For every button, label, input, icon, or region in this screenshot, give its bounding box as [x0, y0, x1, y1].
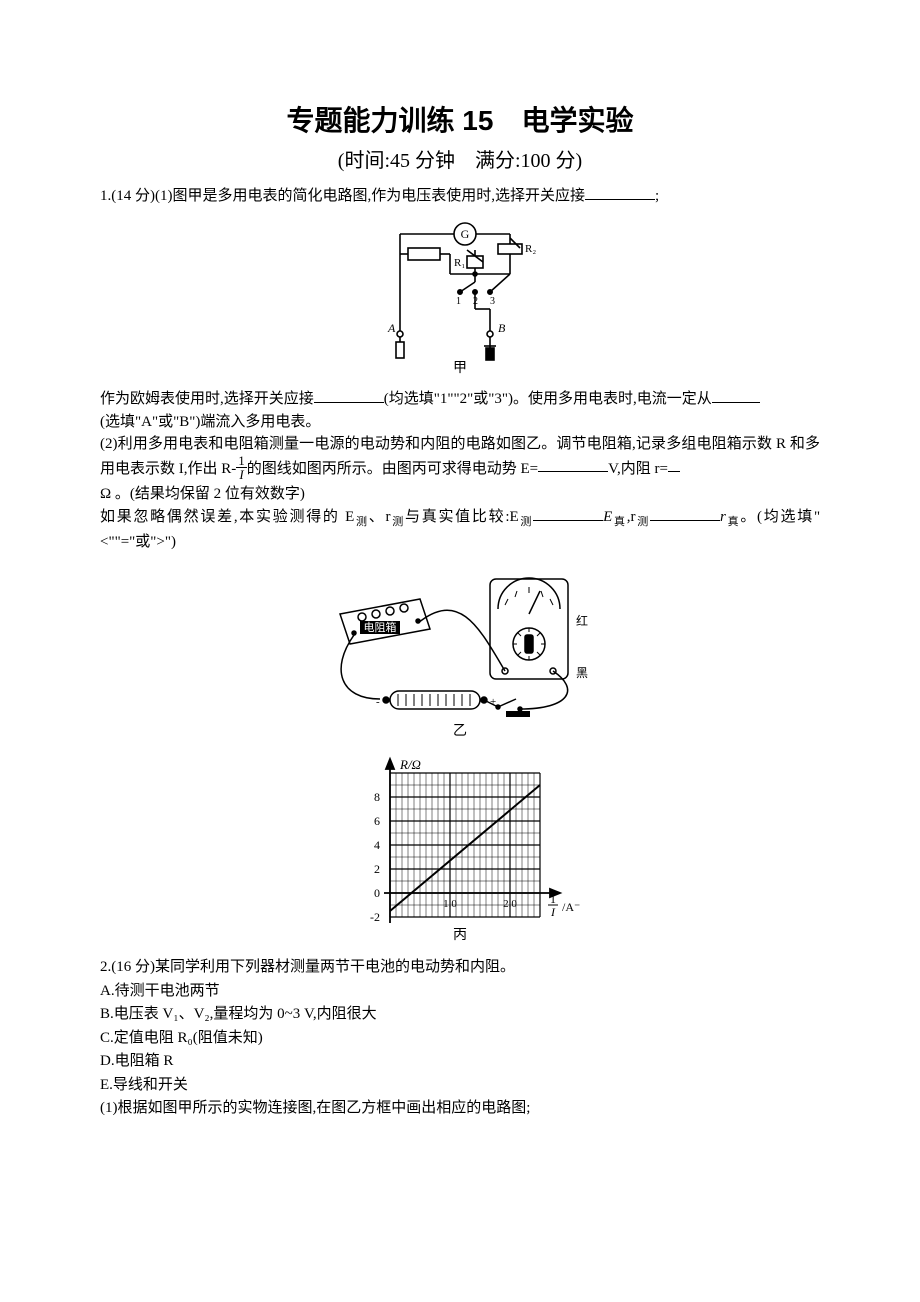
question-1: 1.(14 分)(1)图甲是多用电表的简化电路图,作为电压表使用时,选择开关应接… [100, 184, 820, 208]
text: E [603, 509, 612, 525]
text: ,r [627, 509, 636, 525]
sub: 真 [726, 516, 740, 528]
black-label: 黑 [576, 666, 588, 680]
xt2: 2.0 [503, 898, 517, 910]
yt4: 4 [374, 838, 380, 852]
item-a: A.待测干电池两节 [100, 980, 820, 1003]
q1-line2: 作为欧姆表使用时,选择开关应接 (均选填"1""2"或"3")。使用多用电表时,电… [100, 387, 820, 411]
page-subtitle: (时间:45 分钟 满分:100 分) [100, 146, 820, 176]
xlabel-unit: /A⁻¹ [562, 900, 580, 914]
figure-jia: G R₂ R₁ 1 2 3 A B 甲 [100, 214, 820, 382]
item-d: D.电阻箱 R [100, 1050, 820, 1073]
sub: 测 [519, 516, 533, 528]
text: 、r [369, 509, 391, 525]
fraction-1-over-I: 1I [236, 454, 247, 481]
item-b: B.电压表 V₁、V₂,量程均为 0~3 V,内阻很大 [100, 1003, 820, 1026]
sub: 测 [636, 516, 650, 528]
g-label: G [461, 227, 470, 241]
box-label: 电阻箱 [364, 620, 397, 634]
r1-label: R₁ [454, 257, 465, 269]
ylabel: R/Ω [399, 757, 421, 772]
q1-p1-head: 1.(14 分)(1)图甲是多用电表的简化电路图,作为电压表使用时,选择开关应接 [100, 188, 585, 204]
blank [314, 387, 384, 403]
question-2: 2.(16 分)某同学利用下列器材测量两节干电池的电动势和内阻。 [100, 956, 820, 979]
pos3: 3 [490, 296, 495, 307]
blank [712, 387, 760, 403]
item-c: C.定值电阻 R₀(阻值未知) [100, 1027, 820, 1050]
text: 的图线如图丙所示。由图丙可求得电动势 E= [247, 460, 538, 476]
text: 如果忽略偶然误差,本实验测得的 E [100, 509, 354, 525]
xlabel-num: 1 [550, 892, 556, 906]
b-label: B [498, 321, 506, 335]
q1-part2d: Ω 。(结果均保留 2 位有效数字) [100, 483, 820, 506]
blank [668, 456, 680, 472]
q1-line3: (选填"A"或"B")端流入多用电表。 [100, 411, 820, 434]
text: 作为欧姆表使用时,选择开关应接 [100, 391, 314, 407]
pos1: 1 [456, 296, 461, 307]
q1-p1-tail: ; [655, 188, 659, 204]
a-label: A [387, 321, 396, 335]
figure-bing: R/Ω 8 6 4 2 0 -2 1.0 2.0 1 I /A⁻¹ 丙 [100, 753, 820, 951]
fig-jia-cap: 甲 [453, 361, 467, 374]
q1-part2: (2)利用多用电表和电阻箱测量一电源的电动势和内阻的电路如图乙。调节电阻箱,记录… [100, 433, 820, 483]
blank [650, 505, 720, 521]
yt6: 6 [374, 814, 380, 828]
yt8: 8 [374, 790, 380, 804]
fig-bing-cap: 丙 [453, 928, 467, 943]
yt2: 2 [374, 862, 380, 876]
blank [585, 184, 655, 200]
q2-items: A.待测干电池两节 B.电压表 V₁、V₂,量程均为 0~3 V,内阻很大 C.… [100, 980, 820, 1097]
text: 与真实值比较:E [405, 509, 519, 525]
blank [533, 505, 603, 521]
red-label: 红 [576, 613, 588, 628]
xt1: 1.0 [443, 898, 457, 910]
pos2: 2 [473, 296, 478, 307]
figure-yi: - + 电阻箱 红 黑 乙 [100, 559, 820, 747]
item-e: E.导线和开关 [100, 1074, 820, 1097]
text: V,内阻 r= [608, 460, 668, 476]
r2-label: R₂ [525, 243, 536, 255]
q2-sub1: (1)根据如图甲所示的实物连接图,在图乙方框中画出相应的电路图; [100, 1097, 820, 1120]
sub: 测 [391, 516, 405, 528]
q1-line5: 如果忽略偶然误差,本实验测得的 E测、r测与真实值比较:E测E真,r测r真。(均… [100, 505, 820, 553]
svg-text:-: - [376, 696, 380, 708]
blank [538, 456, 608, 472]
text: (均选填"1""2"或"3")。使用多用电表时,电流一定从 [384, 391, 712, 407]
ytm2: -2 [370, 910, 380, 924]
xlabel-den: I [550, 905, 556, 919]
sub: 测 [354, 516, 368, 528]
sub: 真 [612, 516, 626, 528]
page-title: 专题能力训练 15 电学实验 [100, 100, 820, 142]
yt0: 0 [374, 886, 380, 900]
fig-yi-cap: 乙 [453, 723, 467, 739]
